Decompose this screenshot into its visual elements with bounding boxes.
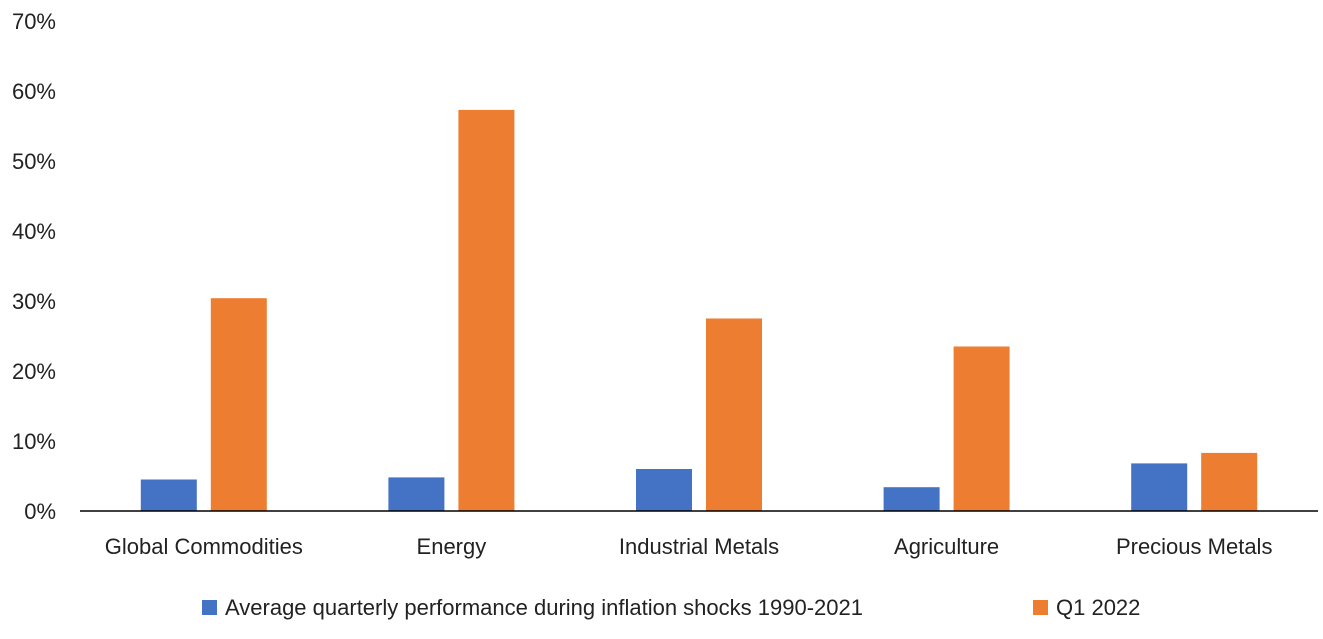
legend-label: Q1 2022 bbox=[1056, 595, 1140, 620]
y-tick-label: 20% bbox=[12, 359, 56, 384]
bar-series2 bbox=[953, 346, 1010, 511]
bar-series1 bbox=[388, 477, 445, 511]
bar-series2 bbox=[458, 109, 515, 512]
bar-series2 bbox=[1201, 452, 1258, 511]
y-tick-label: 30% bbox=[12, 289, 56, 314]
x-tick-label: Global Commodities bbox=[105, 534, 303, 559]
bar-series1 bbox=[636, 469, 692, 511]
bar-series2 bbox=[210, 298, 267, 511]
y-axis-tick-labels: 0% 10% 20% 30% 40% 50% 60% 70% bbox=[12, 9, 56, 524]
bar-series1 bbox=[1131, 463, 1188, 511]
y-tick-label: 10% bbox=[12, 429, 56, 454]
x-tick-label: Industrial Metals bbox=[619, 534, 779, 559]
legend-swatch bbox=[1033, 600, 1048, 615]
y-tick-label: 60% bbox=[12, 79, 56, 104]
legend: Average quarterly performance during inf… bbox=[202, 595, 1140, 620]
y-tick-label: 0% bbox=[24, 499, 56, 524]
bar-series1 bbox=[140, 479, 197, 511]
legend-label: Average quarterly performance during inf… bbox=[225, 595, 863, 620]
x-tick-label: Precious Metals bbox=[1116, 534, 1273, 559]
legend-swatch bbox=[202, 600, 217, 615]
y-tick-label: 70% bbox=[12, 9, 56, 34]
y-tick-label: 40% bbox=[12, 219, 56, 244]
bars-group bbox=[140, 109, 1258, 512]
y-tick-label: 50% bbox=[12, 149, 56, 174]
x-tick-label: Energy bbox=[417, 534, 487, 559]
x-axis-tick-labels: Global Commodities Energy Industrial Metal… bbox=[105, 534, 1273, 559]
bar-series2 bbox=[706, 318, 762, 511]
x-tick-label: Agriculture bbox=[894, 534, 999, 559]
bar-series1 bbox=[883, 487, 940, 511]
